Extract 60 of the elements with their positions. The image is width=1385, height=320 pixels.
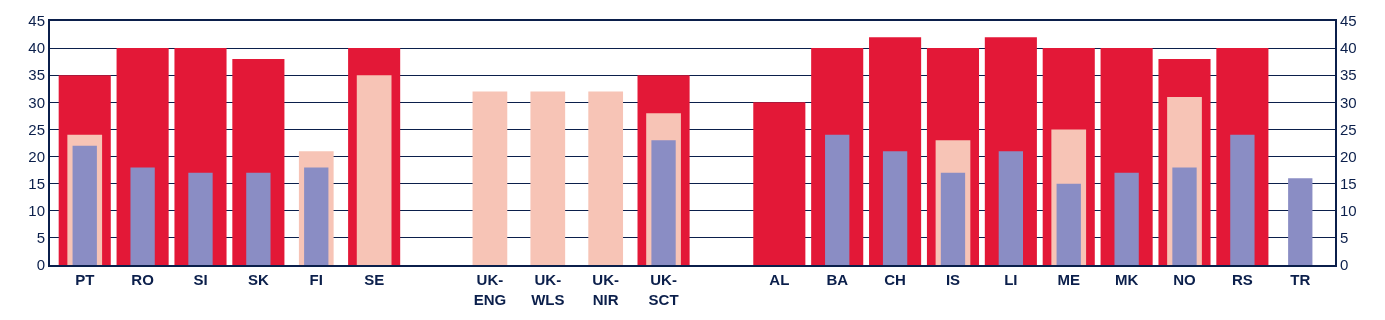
bar	[356, 75, 392, 265]
x-tick-label: IS	[945, 271, 961, 288]
x-tick-label: CH	[884, 271, 906, 288]
bar	[1114, 172, 1139, 265]
y-tick-label: 25	[28, 120, 45, 138]
bar	[940, 172, 966, 265]
y2-tick-label: 5	[1340, 229, 1349, 247]
x-tick-label: UK-ENG	[473, 271, 507, 308]
y2-tick-label: 40	[1340, 39, 1357, 57]
x-tick-label: PT	[75, 271, 95, 288]
y-tick-label: 40	[28, 39, 45, 57]
x-tick-label: SK	[247, 271, 269, 288]
x-tick-label: MK	[1114, 271, 1139, 288]
bar	[72, 145, 97, 265]
x-tick-label: AL	[769, 271, 790, 288]
x-tick-label: SE	[364, 271, 385, 288]
y2-tick-label: 35	[1340, 66, 1357, 84]
bar	[1288, 178, 1313, 265]
y-tick-label: 5	[36, 229, 45, 247]
x-tick-label: SI	[193, 271, 208, 288]
y-tick-label: 15	[28, 174, 45, 192]
x-tick-label: UK-WLS	[531, 271, 565, 308]
x-tick-label: NO	[1173, 271, 1197, 288]
bar	[651, 140, 676, 265]
x-tick-label: RS	[1231, 271, 1253, 288]
y2-tick-label: 20	[1340, 147, 1357, 165]
x-tick-label: RO	[131, 271, 155, 288]
x-tick-label: UK-SCT	[648, 271, 679, 308]
y2-tick-label: 15	[1340, 174, 1357, 192]
bar	[530, 91, 566, 265]
bar	[753, 102, 806, 265]
bar	[304, 167, 329, 265]
x-tick-label: FI	[309, 271, 323, 288]
x-tick-label: LI	[1004, 271, 1018, 288]
bar	[188, 172, 213, 265]
y-tick-label: 20	[28, 147, 45, 165]
bar	[825, 134, 850, 265]
x-tick-label: ME	[1057, 271, 1080, 288]
bar	[882, 151, 908, 265]
x-tick-label: BA	[826, 271, 849, 288]
bar	[246, 172, 271, 265]
y2-tick-label: 0	[1340, 256, 1349, 274]
y2-tick-label: 10	[1340, 202, 1357, 220]
y2-tick-label: 30	[1340, 93, 1357, 111]
y2-tick-label: 45	[1340, 12, 1357, 30]
bar	[1172, 167, 1197, 265]
y2-tick-label: 25	[1340, 120, 1357, 138]
y-tick-label: 10	[28, 202, 45, 220]
x-tick-label: UK-NIR	[592, 271, 620, 308]
bar	[1056, 183, 1081, 265]
x-tick-label: TR	[1290, 271, 1311, 288]
y-tick-label: 0	[36, 256, 45, 274]
y-tick-label: 45	[28, 12, 45, 30]
y-tick-label: 35	[28, 66, 45, 84]
bar	[998, 151, 1024, 265]
y-tick-label: 30	[28, 93, 45, 111]
bar	[1230, 134, 1255, 265]
bar	[130, 167, 155, 265]
bar	[588, 91, 624, 265]
bar	[472, 91, 508, 265]
